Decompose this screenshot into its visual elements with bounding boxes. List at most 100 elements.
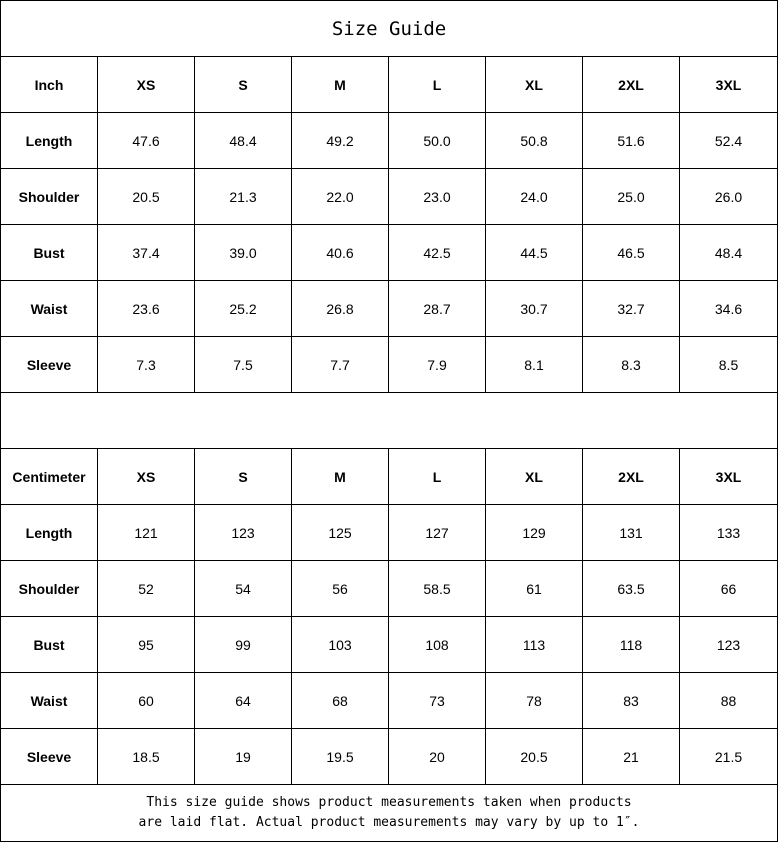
size-header: XL — [485, 448, 583, 505]
measurement-value: 73 — [388, 672, 486, 729]
table-row: Length 47.6 48.4 49.2 50.0 50.8 51.6 52.4 — [0, 112, 778, 169]
measurement-value: 8.5 — [678, 336, 778, 393]
measurement-value: 58.5 — [388, 560, 486, 617]
measurement-value: 22.0 — [291, 168, 389, 225]
measurement-value: 60 — [97, 672, 195, 729]
measurement-value: 131 — [582, 504, 680, 561]
measurement-value: 78 — [485, 672, 583, 729]
measurement-value: 18.5 — [97, 728, 195, 785]
measurement-value: 48.4 — [194, 112, 292, 169]
title-row: Size Guide — [0, 0, 778, 57]
measurement-value: 8.1 — [485, 336, 583, 393]
measurement-value: 39.0 — [194, 224, 292, 281]
measurement-label: Waist — [0, 672, 98, 729]
page-title: Size Guide — [0, 0, 778, 57]
measurement-value: 25.2 — [194, 280, 292, 337]
measurement-value: 108 — [388, 616, 486, 673]
measurement-value: 123 — [678, 616, 778, 673]
table-row: Length 121 123 125 127 129 131 133 — [0, 504, 778, 561]
header-row: Centimeter XS S M L XL 2XL 3XL — [0, 448, 778, 505]
measurement-value: 23.0 — [388, 168, 486, 225]
measurement-value: 63.5 — [582, 560, 680, 617]
size-header: S — [194, 56, 292, 113]
unit-header: Centimeter — [0, 448, 98, 505]
measurement-label: Bust — [0, 224, 98, 281]
size-header: L — [388, 56, 486, 113]
measurement-label: Shoulder — [0, 168, 98, 225]
measurement-value: 7.3 — [97, 336, 195, 393]
measurement-value: 50.8 — [485, 112, 583, 169]
measurement-label: Shoulder — [0, 560, 98, 617]
measurement-value: 129 — [485, 504, 583, 561]
measurement-value: 26.8 — [291, 280, 389, 337]
measurement-value: 54 — [194, 560, 292, 617]
measurement-value: 61 — [485, 560, 583, 617]
measurement-value: 42.5 — [388, 224, 486, 281]
measurement-value: 64 — [194, 672, 292, 729]
measurement-value: 103 — [291, 616, 389, 673]
size-header: XS — [97, 56, 195, 113]
measurement-value: 88 — [678, 672, 778, 729]
size-header: XS — [97, 448, 195, 505]
note-line-2: are laid flat. Actual product measuremen… — [138, 815, 640, 830]
size-header: XL — [485, 56, 583, 113]
measurement-value: 19.5 — [291, 728, 389, 785]
measurement-value: 21 — [582, 728, 680, 785]
measurement-value: 26.0 — [678, 168, 778, 225]
measurement-value: 34.6 — [678, 280, 778, 337]
size-header: M — [291, 56, 389, 113]
size-header: M — [291, 448, 389, 505]
measurement-value: 44.5 — [485, 224, 583, 281]
measurement-value: 83 — [582, 672, 680, 729]
measurement-label: Bust — [0, 616, 98, 673]
measurement-label: Waist — [0, 280, 98, 337]
measurement-label: Sleeve — [0, 336, 98, 393]
spacer-row — [0, 392, 778, 449]
table-row: Bust 37.4 39.0 40.6 42.5 44.5 46.5 48.4 — [0, 224, 778, 281]
measurement-value: 127 — [388, 504, 486, 561]
measurement-value: 20.5 — [485, 728, 583, 785]
table-row: Shoulder 20.5 21.3 22.0 23.0 24.0 25.0 26.0 — [0, 168, 778, 225]
measurement-value: 95 — [97, 616, 195, 673]
measurement-label: Sleeve — [0, 728, 98, 785]
size-header: 3XL — [678, 448, 778, 505]
measurement-value: 56 — [291, 560, 389, 617]
measurement-value: 25.0 — [582, 168, 680, 225]
measurement-value: 125 — [291, 504, 389, 561]
measurement-value: 118 — [582, 616, 680, 673]
measurement-value: 52.4 — [678, 112, 778, 169]
measurement-value: 121 — [97, 504, 195, 561]
measurement-value: 50.0 — [388, 112, 486, 169]
measurement-value: 48.4 — [678, 224, 778, 281]
measurement-value: 49.2 — [291, 112, 389, 169]
measurement-value: 8.3 — [582, 336, 680, 393]
measurement-value: 21.3 — [194, 168, 292, 225]
note-row: This size guide shows product measuremen… — [0, 784, 778, 842]
measurement-value: 51.6 — [582, 112, 680, 169]
measurement-value: 28.7 — [388, 280, 486, 337]
measurement-value: 66 — [678, 560, 778, 617]
size-header: 2XL — [582, 448, 680, 505]
measurement-note: This size guide shows product measuremen… — [0, 784, 778, 842]
measurement-value: 20 — [388, 728, 486, 785]
measurement-value: 113 — [485, 616, 583, 673]
measurement-value: 52 — [97, 560, 195, 617]
size-header: L — [388, 448, 486, 505]
measurement-value: 23.6 — [97, 280, 195, 337]
unit-header: Inch — [0, 56, 98, 113]
measurement-value: 7.5 — [194, 336, 292, 393]
measurement-value: 7.7 — [291, 336, 389, 393]
measurement-value: 99 — [194, 616, 292, 673]
table-row: Waist 23.6 25.2 26.8 28.7 30.7 32.7 34.6 — [0, 280, 778, 337]
measurement-value: 20.5 — [97, 168, 195, 225]
table-row: Bust 95 99 103 108 113 118 123 — [0, 616, 778, 673]
measurement-value: 24.0 — [485, 168, 583, 225]
spacer-cell — [0, 392, 778, 449]
measurement-label: Length — [0, 112, 98, 169]
measurement-value: 47.6 — [97, 112, 195, 169]
size-header: 3XL — [678, 56, 778, 113]
measurement-label: Length — [0, 504, 98, 561]
measurement-value: 7.9 — [388, 336, 486, 393]
measurement-value: 19 — [194, 728, 292, 785]
